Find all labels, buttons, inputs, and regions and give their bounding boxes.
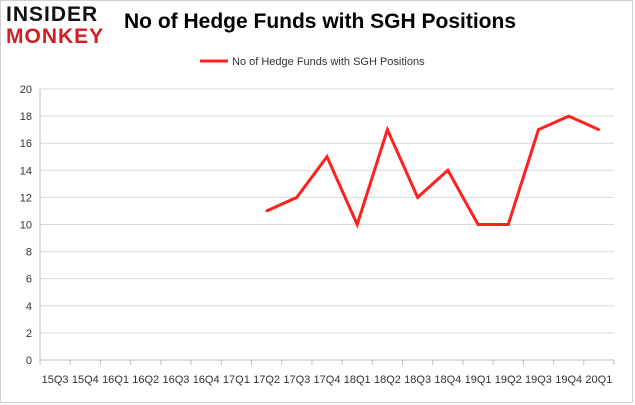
x-tick-label: 17Q3 (283, 374, 310, 386)
x-tick-label: 16Q1 (102, 374, 129, 386)
x-tick-label: 19Q2 (495, 374, 522, 386)
data-point-19Q3 (537, 128, 540, 131)
series-line-0 (265, 114, 600, 229)
y-tick-label: 18 (20, 111, 32, 123)
x-tick-label: 18Q2 (374, 374, 401, 386)
y-tick-label: 16 (20, 138, 32, 150)
x-tick-label: 15Q4 (72, 374, 99, 386)
grid-lines (40, 88, 614, 334)
y-tick-label: 0 (26, 355, 32, 367)
data-point-17Q4 (325, 155, 329, 158)
x-tick-label: 17Q1 (223, 374, 250, 386)
x-tick-label: 17Q2 (253, 374, 280, 386)
series-layer (265, 114, 601, 229)
x-tick-label: 18Q4 (434, 374, 461, 386)
data-point-19Q2 (507, 223, 510, 226)
data-point-18Q4 (446, 169, 450, 172)
legend-label: No of Hedge Funds with SGH Positions (232, 56, 425, 68)
y-tick-label: 4 (26, 301, 32, 313)
y-tick-label: 12 (20, 192, 32, 204)
data-point-19Q4 (567, 114, 570, 118)
x-tick-label: 19Q3 (525, 374, 552, 386)
y-tick-labels: 0 2 4 6 8 10 12 14 16 18 20 (20, 84, 32, 367)
x-tick-label: 19Q4 (555, 374, 582, 386)
y-tick-label: 10 (20, 220, 32, 232)
axes (39, 89, 615, 365)
data-point-17Q3 (295, 196, 298, 199)
y-tick-label: 20 (20, 84, 32, 96)
x-tick-label: 18Q1 (344, 374, 371, 386)
data-point-18Q1 (356, 223, 359, 226)
x-tick-label: 16Q4 (193, 374, 220, 386)
data-point-18Q2 (386, 128, 389, 131)
x-tick-label: 17Q4 (314, 374, 341, 386)
y-tick-label: 6 (26, 274, 32, 286)
logo-line-1: INSIDER (6, 3, 99, 26)
x-tick-label: 19Q1 (465, 374, 492, 386)
data-point-18Q3 (416, 196, 419, 199)
insider-monkey-logo: INSIDER MONKEY (6, 4, 118, 52)
chart-title: No of Hedge Funds with SGH Positions (124, 10, 516, 33)
logo-line-2: MONKEY (6, 25, 105, 48)
x-tick-label: 18Q3 (404, 374, 431, 386)
x-tick-label: 16Q2 (132, 374, 159, 386)
y-tick-label: 2 (26, 328, 32, 340)
y-tick-label: 14 (20, 165, 32, 177)
data-point-17Q2 (265, 209, 268, 213)
data-point-19Q1 (476, 223, 480, 226)
x-tick-label: 20Q1 (585, 374, 612, 386)
x-tick-labels: 15Q3 15Q4 16Q1 16Q2 16Q3 16Q4 17Q1 17Q2 17Q3 17Q4… (42, 374, 613, 386)
y-tick-label: 8 (26, 247, 32, 259)
data-point-20Q1 (597, 128, 601, 131)
x-tick-label: 15Q3 (42, 374, 69, 386)
legend: No of Hedge Funds with SGH Positions (200, 56, 425, 68)
x-tick-label: 16Q3 (162, 374, 189, 386)
